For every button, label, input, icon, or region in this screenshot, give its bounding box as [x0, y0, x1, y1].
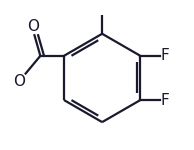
Text: F: F: [160, 48, 169, 63]
Text: O: O: [13, 74, 25, 89]
Text: F: F: [160, 93, 169, 108]
Text: O: O: [27, 19, 39, 34]
